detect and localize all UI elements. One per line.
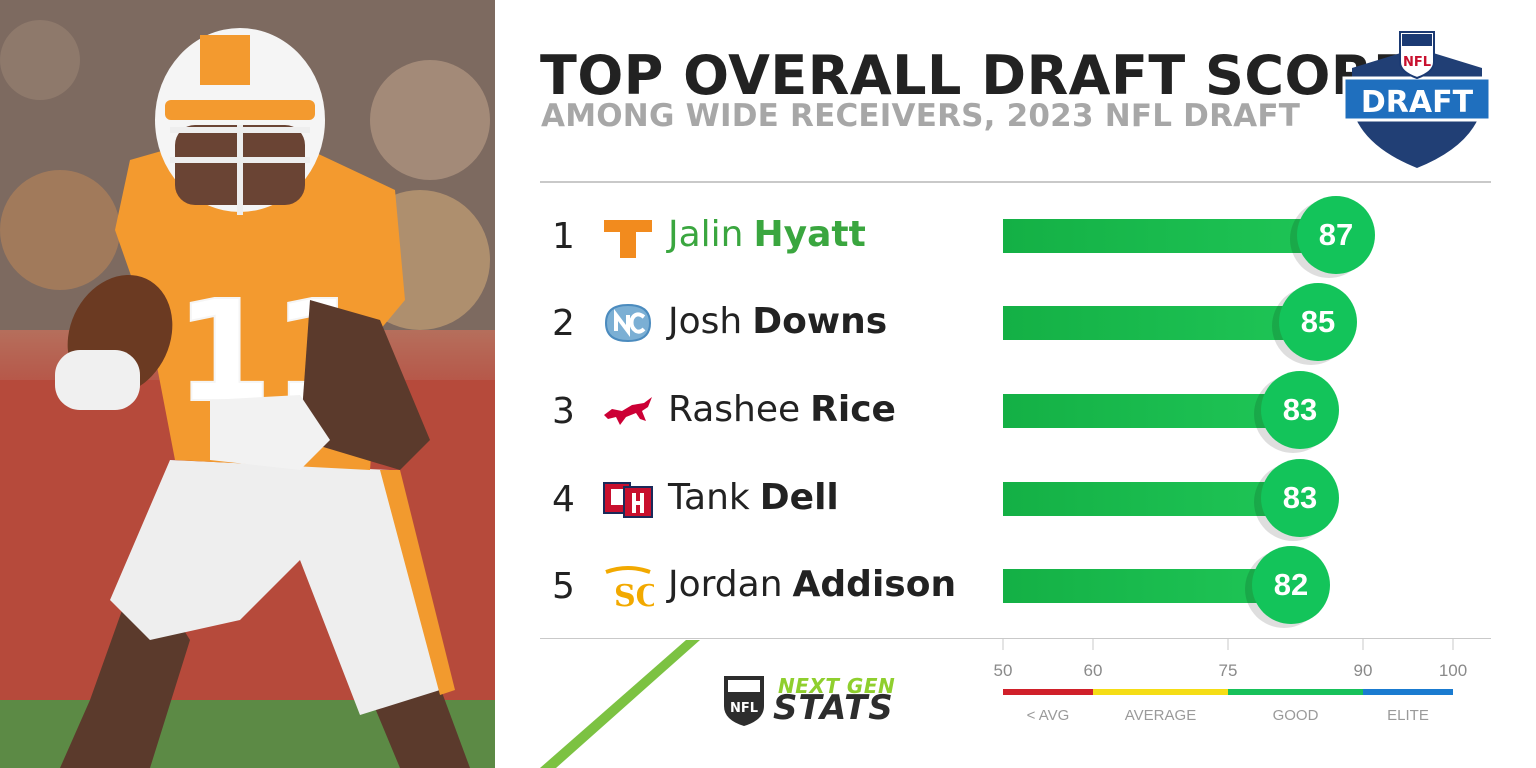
player-last-name: Rice xyxy=(810,389,896,430)
player-first-name: Josh xyxy=(668,301,743,342)
score-bar xyxy=(1003,482,1275,516)
player-name: Josh Downs xyxy=(668,301,887,342)
top-divider xyxy=(540,181,1491,183)
score-label: 85 xyxy=(1279,283,1357,361)
player-last-name: Downs xyxy=(752,301,888,342)
scale-tick-label: 50 xyxy=(994,661,1013,680)
player-first-name: Tank xyxy=(668,477,750,518)
scale-band-label: AVERAGE xyxy=(1125,707,1196,724)
bottom-divider xyxy=(540,638,1491,639)
nfl-shield-icon: NFL xyxy=(724,676,764,726)
draft-logo-text: DRAFT xyxy=(1361,85,1474,120)
scale-tick-label: 75 xyxy=(1219,661,1238,680)
scale-tick-label: 60 xyxy=(1084,661,1103,680)
ngs-shield-text: NFL xyxy=(730,701,758,716)
player-photo: 11 xyxy=(0,0,495,768)
player-row-3: 3 Rashee Rice 83 xyxy=(540,371,1491,451)
player-name: Jalin Hyatt xyxy=(668,214,866,255)
score-label: 87 xyxy=(1297,196,1375,274)
score-bar xyxy=(1003,394,1275,428)
player-last-name: Addison xyxy=(792,564,957,605)
scale-band xyxy=(1363,689,1453,695)
score-label: 83 xyxy=(1261,459,1339,537)
scale-tick-label: 100 xyxy=(1439,661,1467,680)
scale-band-label: ELITE xyxy=(1387,707,1429,724)
player-rank: 4 xyxy=(552,479,575,520)
chart-subtitle: AMONG WIDE RECEIVERS, 2023 NFL DRAFT xyxy=(541,98,1301,134)
nfl-draft-shield-logo: DRAFT NFL xyxy=(1342,31,1492,168)
scale-tick-label: 90 xyxy=(1354,661,1373,680)
player-row-5: 5 SC Jordan Addison 82 xyxy=(540,546,1491,626)
player-photo-illustration: 11 xyxy=(0,0,495,768)
player-last-name: Hyatt xyxy=(753,214,866,255)
tennessee-logo xyxy=(604,220,652,258)
score-bar xyxy=(1003,569,1266,603)
scale-band xyxy=(1003,689,1093,695)
player-rank: 1 xyxy=(552,216,575,257)
chart-title: TOP OVERALL DRAFT SCORE xyxy=(540,44,1411,107)
player-row-4: 4 Tank Dell 83 xyxy=(540,459,1491,539)
svg-text:SC: SC xyxy=(614,579,654,612)
next-gen-label: NEXT GEN xyxy=(778,674,896,698)
player-rank: 5 xyxy=(552,566,575,607)
decorative-slash xyxy=(540,640,700,768)
player-row-2: 2 Josh Downs 85 xyxy=(540,283,1491,363)
player-rank: 2 xyxy=(552,303,575,344)
stats-label: STATS xyxy=(773,688,894,728)
usc-logo: SC xyxy=(605,566,654,612)
player-name: Jordan Addison xyxy=(668,564,956,605)
score-bar xyxy=(1003,219,1311,253)
player-first-name: Jalin xyxy=(668,214,744,255)
player-name: Rashee Rice xyxy=(668,389,896,430)
score-label: 83 xyxy=(1261,371,1339,449)
player-name: Tank Dell xyxy=(668,477,839,518)
score-label: 82 xyxy=(1252,546,1330,624)
draft-logo-nfl-text: NFL xyxy=(1403,55,1431,70)
player-last-name: Dell xyxy=(759,477,839,518)
player-row-1: 1 Jalin Hyatt 87 xyxy=(540,196,1491,276)
scale-band xyxy=(1228,689,1363,695)
houston-logo xyxy=(603,482,653,518)
scale-band xyxy=(1093,689,1228,695)
player-first-name: Jordan xyxy=(668,564,783,605)
player-rank: 3 xyxy=(552,391,575,432)
scale-band-label: < AVG xyxy=(1027,707,1070,724)
score-bar xyxy=(1003,306,1293,340)
unc-logo xyxy=(604,303,652,343)
smu-logo xyxy=(604,397,652,425)
player-first-name: Rashee xyxy=(668,389,801,430)
scale-band-label: GOOD xyxy=(1273,707,1319,724)
